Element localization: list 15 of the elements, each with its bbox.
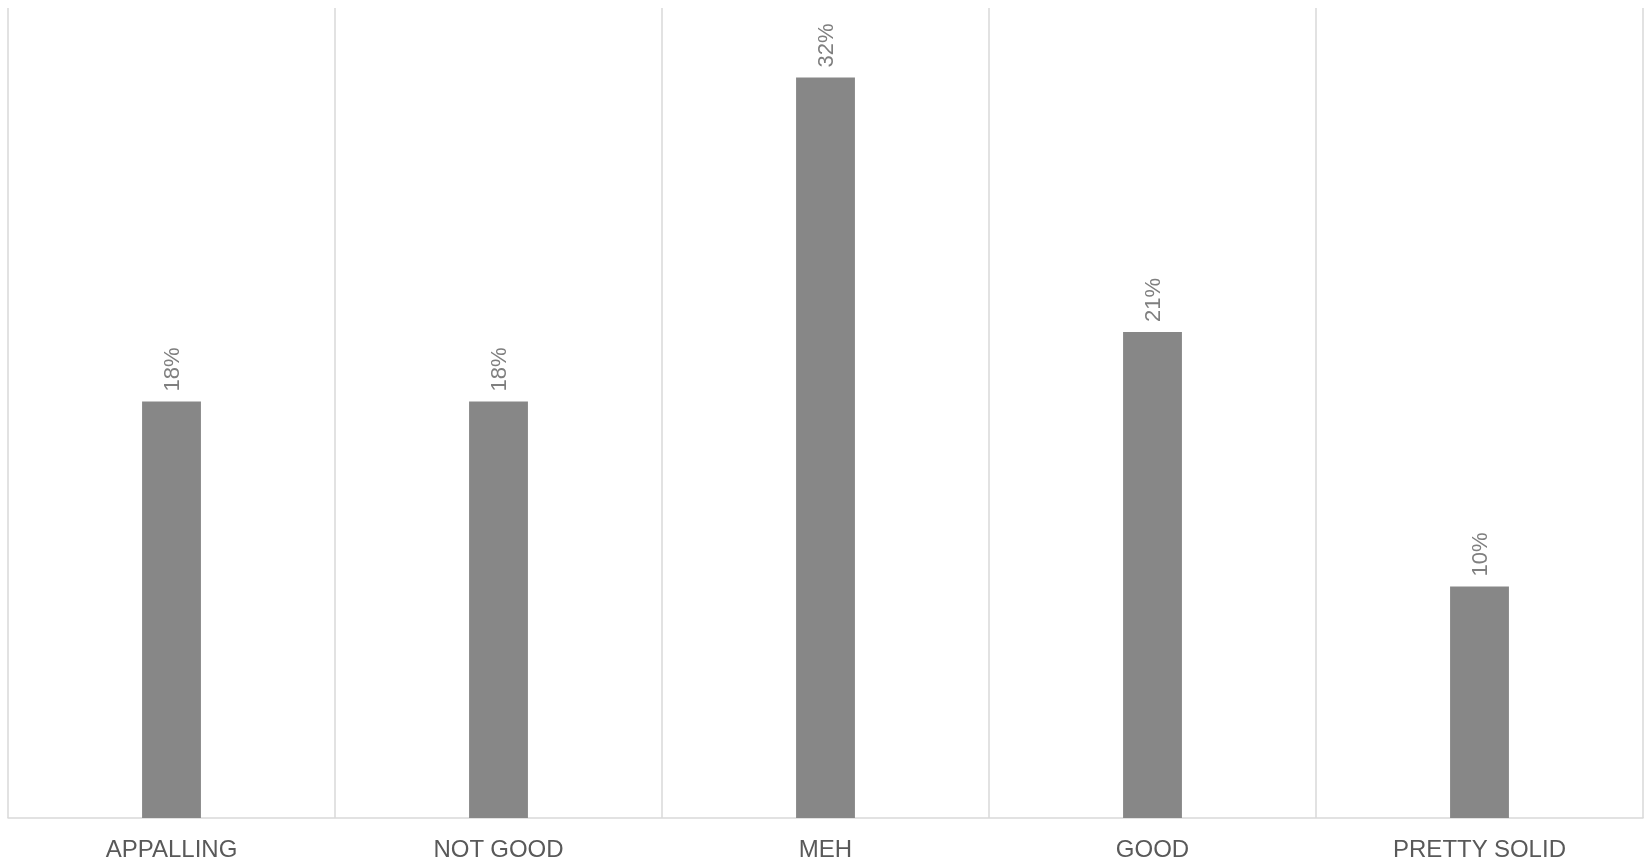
- x-tick-label: PRETTY SOLID: [1393, 834, 1566, 862]
- data-label: 21%: [1140, 277, 1165, 322]
- data-label: 18%: [159, 347, 184, 392]
- data-label: 10%: [1467, 532, 1492, 577]
- bar: [469, 401, 528, 818]
- x-tick-label: GOOD: [1115, 834, 1190, 862]
- bar: [1123, 332, 1182, 818]
- x-tick-label: APPALLING: [105, 834, 238, 862]
- data-label: 32%: [813, 23, 838, 68]
- data-label: 18%: [486, 347, 511, 392]
- bar: [796, 77, 855, 818]
- bar: [142, 401, 201, 818]
- bar: [1450, 586, 1509, 818]
- x-tick-label: NOT GOOD: [433, 834, 564, 862]
- x-tick-label: MEH: [798, 834, 853, 862]
